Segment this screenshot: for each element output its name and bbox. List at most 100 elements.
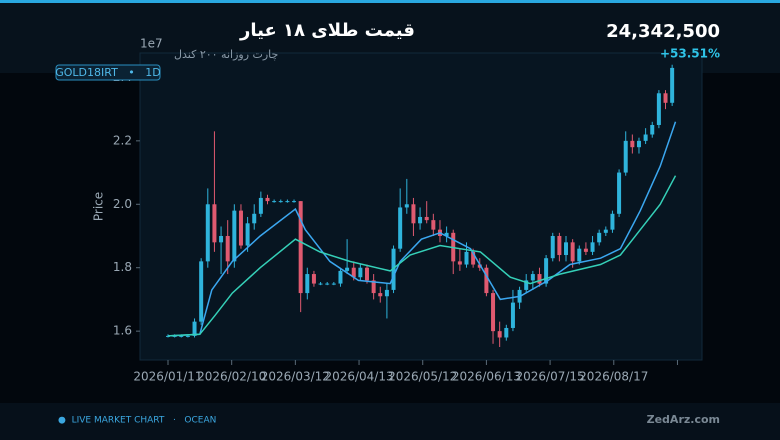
candle-body (444, 232, 449, 236)
candle-body (544, 258, 549, 284)
candle-body (212, 204, 217, 243)
candle-body (530, 274, 535, 281)
y-tick-label: 1.6 (113, 324, 132, 338)
candle-body (318, 283, 323, 285)
candle-body (338, 270, 343, 284)
badge-box (55, 64, 161, 81)
candle-body (351, 267, 356, 278)
footer-label: ● LIVE MARKET CHART · OCEAN (58, 416, 216, 426)
candle-body (285, 201, 290, 203)
candle-body (278, 201, 283, 203)
subtitle: چارت روزانه ۲۰۰ کندل (174, 48, 278, 61)
x-tick-label: 2026/01/11 (133, 370, 202, 384)
candle-body (484, 267, 489, 294)
candle-body (603, 229, 608, 233)
candle-body (371, 280, 376, 294)
candle-body (192, 321, 197, 336)
candle-body (404, 204, 409, 208)
candle-body (597, 232, 602, 243)
candle-body (464, 251, 469, 265)
moving-average (167, 121, 677, 337)
x-tick-label: 2026/06/13 (452, 370, 521, 384)
y-tick-label: 2.2 (113, 133, 132, 147)
candle-body (650, 124, 655, 135)
candle-body (258, 197, 263, 214)
candle-body (431, 220, 436, 230)
candle-body (510, 302, 515, 328)
candle-body (205, 204, 210, 262)
candle-body (245, 223, 250, 246)
candle-body (424, 216, 429, 221)
candle-body (636, 140, 641, 148)
footer-band (0, 403, 780, 440)
candle-body (305, 274, 310, 294)
title: قیمت طلای ۱۸ عیار (239, 20, 415, 41)
candle-body (265, 197, 270, 202)
candle-body (537, 274, 542, 284)
candle-body (311, 274, 316, 284)
candle-body (345, 267, 350, 271)
candle-body (185, 335, 190, 337)
candle-body (663, 93, 668, 103)
candle-body (610, 213, 615, 230)
candle-body (331, 283, 336, 285)
top-accent (0, 0, 780, 3)
candle-body (491, 293, 496, 332)
candle-body (471, 251, 476, 265)
candle-body (504, 327, 509, 338)
candle-body (165, 335, 170, 337)
x-tick-label: 2026/03/12 (261, 370, 330, 384)
candle-body (179, 335, 184, 337)
candle-body (365, 267, 370, 281)
candle-body (232, 210, 237, 262)
candle-body (199, 261, 204, 322)
candle-body (172, 335, 177, 337)
candle-body (577, 248, 582, 262)
candle-body (391, 248, 396, 290)
y-axis-label: Price (92, 192, 106, 221)
x-tick-label: 2026/07/15 (516, 370, 585, 384)
candle-body (524, 280, 529, 290)
candle-body (656, 93, 661, 125)
candle-body (557, 235, 562, 256)
candle-body (617, 172, 622, 214)
candle-body (325, 283, 330, 285)
y-multiplier: 1e7 (140, 37, 163, 51)
candle-body (564, 242, 569, 256)
candle-body (398, 207, 403, 249)
candle-body (570, 242, 575, 262)
candle-body (583, 248, 588, 252)
price: 24,342,500 (606, 21, 720, 42)
candle-body (643, 134, 648, 141)
candle-body (292, 201, 297, 203)
y-tick-label: 2.0 (113, 197, 132, 211)
x-tick-label: 2026/05/12 (388, 370, 457, 384)
x-tick-label: 2026/04/13 (324, 370, 393, 384)
candle-body (630, 140, 635, 148)
candle-body (670, 67, 675, 103)
x-tick-label: 2026/02/10 (197, 370, 266, 384)
moving-average (167, 175, 677, 337)
candle-body (378, 293, 383, 297)
candle-body (358, 267, 363, 278)
candle-body (384, 289, 389, 297)
candle-body (411, 204, 416, 224)
candle-body (272, 201, 277, 203)
y-tick-label: 1.8 (113, 260, 132, 274)
candle-body (623, 140, 628, 173)
footer-brand: ZedArz.com (647, 413, 720, 426)
candle-body (418, 216, 423, 224)
candle-body (238, 210, 243, 246)
candle-body (219, 235, 224, 243)
candle-body (252, 213, 257, 224)
x-tick-label: 2026/08/17 (579, 370, 648, 384)
candle-body (550, 235, 555, 259)
candle-body (477, 264, 482, 268)
candle-body (225, 235, 230, 262)
plot-area (139, 52, 703, 361)
candle-body (590, 242, 595, 252)
candle-body (298, 201, 303, 294)
candle-body (457, 261, 462, 265)
change: +53.51% (660, 47, 720, 61)
